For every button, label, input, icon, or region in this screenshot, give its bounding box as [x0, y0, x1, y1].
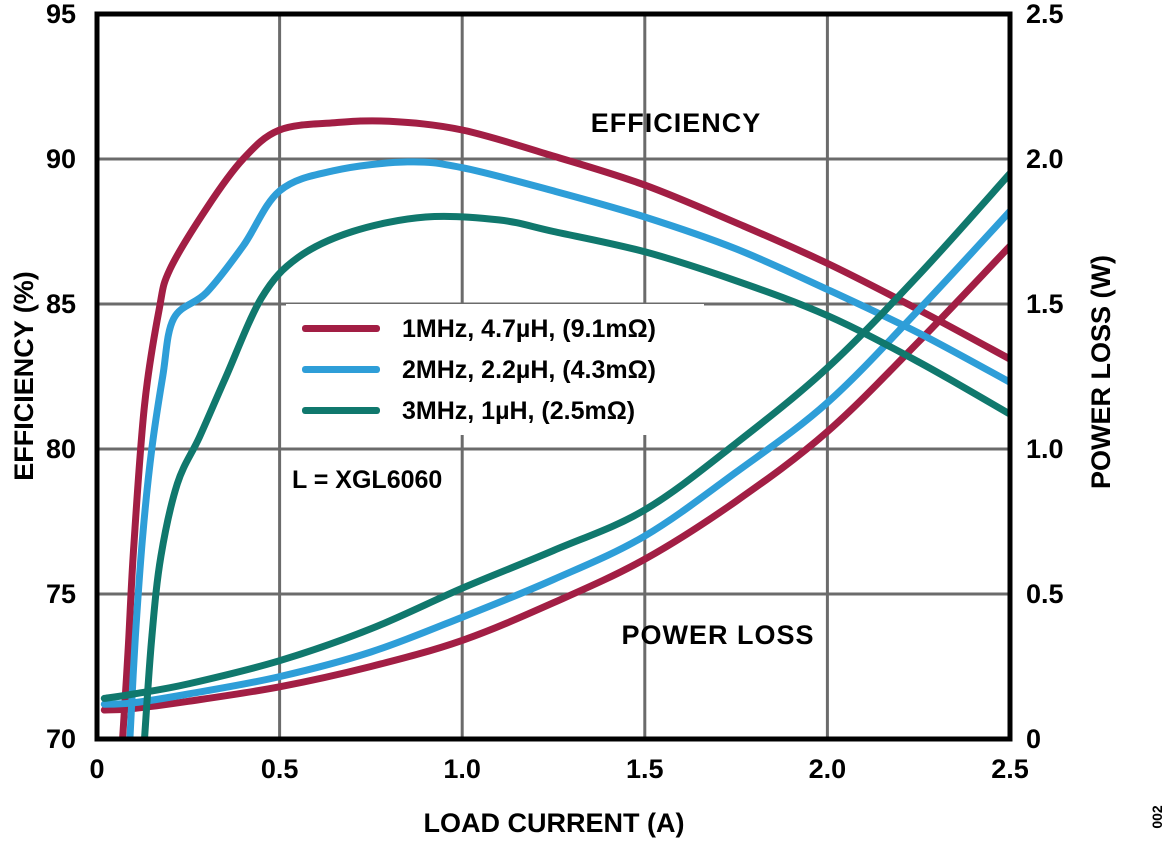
efficiency-curve-1 [119, 117, 1010, 739]
y-axis-right-label: POWER LOSS (W) [1086, 255, 1116, 489]
efficiency-curve-3 [141, 212, 1010, 739]
legend-swatch-3mhz [302, 407, 380, 414]
y-right-tick-label: 0 [1026, 724, 1042, 754]
power-loss-curve-1 [100, 242, 1010, 714]
legend-swatch-1mhz [302, 325, 380, 332]
legend-label-3mhz: 3MHz, 1µH, (2.5mΩ) [402, 396, 636, 425]
x-tick-label: 2.0 [808, 754, 847, 784]
x-tick-label: 1.5 [626, 754, 664, 784]
power-loss-curve-3 [100, 170, 1010, 702]
power-loss-annotation: POWER LOSS [621, 620, 815, 650]
x-tick-label: 1.0 [443, 754, 481, 784]
y-left-tick-label: 95 [45, 0, 76, 29]
figure-number: 002 [1149, 805, 1165, 829]
y-left-tick-label: 75 [45, 579, 76, 609]
power-loss-curve-2 [100, 207, 1010, 708]
y-axis-left-label: EFFICIENCY (%) [9, 271, 39, 481]
x-tick-label: 0 [89, 754, 105, 784]
legend-item-1mhz: 1MHz, 4.7µH, (9.1mΩ) [302, 308, 704, 349]
y-right-tick-label: 2.5 [1026, 0, 1064, 29]
x-tick-label: 2.5 [991, 754, 1029, 784]
y-right-tick-label: 1.5 [1026, 289, 1064, 319]
legend-label-1mhz: 1MHz, 4.7µH, (9.1mΩ) [402, 314, 656, 343]
inductor-note: L = XGL6060 [292, 466, 443, 494]
y-right-tick-label: 1.0 [1026, 434, 1064, 464]
legend-item-2mhz: 2MHz, 2.2µH, (4.3mΩ) [302, 349, 704, 390]
x-tick-label: 0.5 [260, 754, 299, 784]
legend-item-3mhz: 3MHz, 1µH, (2.5mΩ) [302, 390, 704, 431]
legend: 1MHz, 4.7µH, (9.1mΩ) 2MHz, 2.2µH, (4.3mΩ… [286, 304, 704, 435]
efficiency-annotation: EFFICIENCY [590, 108, 762, 138]
y-right-tick-label: 0.5 [1026, 579, 1064, 609]
legend-swatch-2mhz [302, 366, 380, 373]
y-left-tick-label: 85 [45, 289, 76, 319]
plot-border [94, 11, 1013, 742]
y-right-tick-label: 2.0 [1026, 144, 1064, 174]
efficiency-curve-2 [126, 158, 1010, 739]
legend-label-2mhz: 2MHz, 2.2µH, (4.3mΩ) [402, 355, 656, 384]
y-left-tick-label: 80 [45, 434, 76, 464]
x-axis-label: LOAD CURRENT (A) [423, 808, 685, 838]
y-left-tick-label: 90 [45, 144, 76, 174]
y-left-tick-label: 70 [45, 724, 76, 754]
